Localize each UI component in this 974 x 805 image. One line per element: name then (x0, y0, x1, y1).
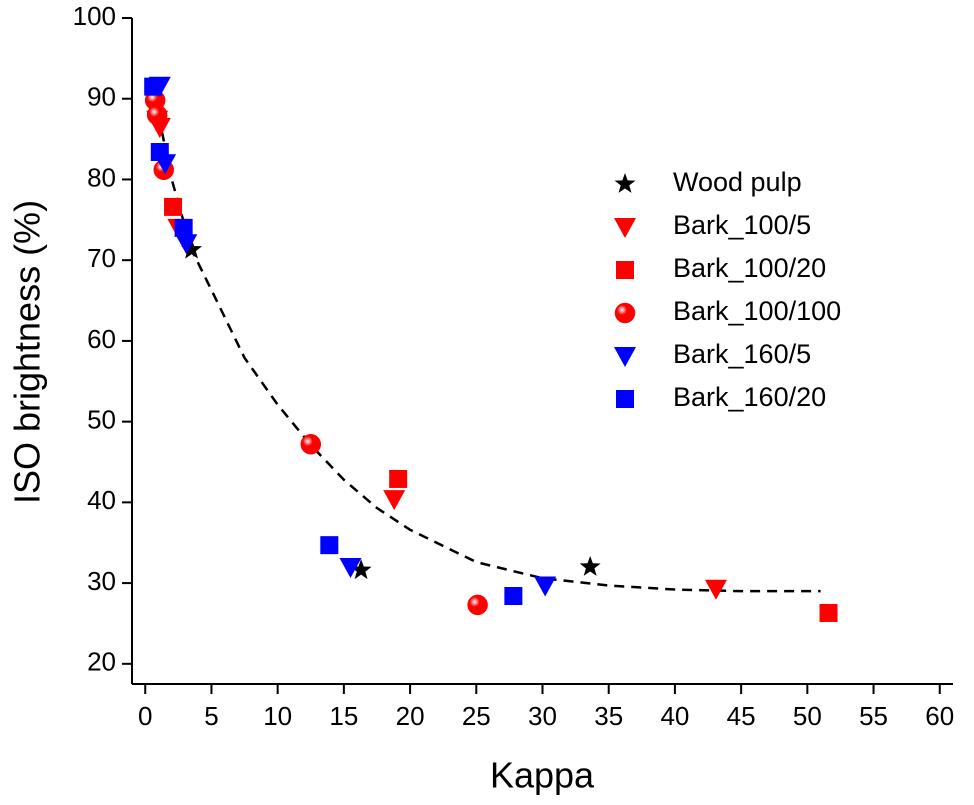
y-tick-label: 30 (87, 566, 116, 596)
x-tick-label: 30 (528, 701, 557, 731)
y-tick-label: 50 (87, 405, 116, 435)
x-tick-label: 45 (727, 701, 756, 731)
x-tick-label: 25 (462, 701, 491, 731)
star-marker (350, 559, 372, 580)
square-marker (819, 603, 838, 622)
fit-curve (157, 114, 821, 593)
legend-marker (616, 390, 634, 408)
square-marker (389, 469, 408, 488)
x-tick-label: 0 (138, 701, 152, 731)
triangle-marker (534, 576, 557, 597)
x-tick-label: 35 (594, 701, 623, 731)
legend-marker (614, 347, 636, 367)
legend-label: Bark_100/20 (673, 253, 826, 283)
x-tick-label: 10 (263, 701, 292, 731)
x-tick-label: 15 (329, 701, 358, 731)
sphere-marker (300, 433, 322, 455)
triangle-marker (704, 579, 727, 600)
square-marker (320, 536, 339, 555)
x-tick-label: 60 (925, 701, 954, 731)
star-marker (579, 555, 601, 576)
legend-label: Bark_160/5 (673, 339, 811, 369)
sphere-marker (467, 594, 488, 616)
sphere-marker (146, 104, 168, 126)
star-marker (181, 238, 203, 259)
triangle-marker (339, 557, 362, 578)
legend-label: Bark_100/100 (673, 296, 841, 326)
x-tick-label: 5 (204, 701, 218, 731)
y-tick-label: 70 (87, 243, 116, 273)
x-tick-label: 40 (660, 701, 689, 731)
y-axis-title: ISO brightness (%) (7, 200, 48, 504)
x-axis-title: Kappa (490, 755, 595, 796)
legend-marker (614, 302, 636, 324)
legend-marker (614, 218, 636, 238)
square-marker (164, 197, 183, 216)
legend-marker (616, 261, 634, 279)
y-tick-label: 20 (87, 647, 116, 677)
triangle-marker (175, 234, 198, 255)
y-tick-label: 90 (87, 82, 116, 112)
legend-label: Bark_160/20 (673, 382, 826, 412)
x-tick-label: 50 (793, 701, 822, 731)
square-marker (174, 218, 193, 237)
legend-label: Wood pulp (673, 167, 802, 197)
legend-marker (614, 173, 636, 193)
square-marker (150, 143, 169, 162)
x-tick-label: 55 (859, 701, 888, 731)
legend-label: Bark_100/5 (673, 210, 811, 240)
square-marker (144, 77, 163, 96)
y-tick-label: 40 (87, 485, 116, 515)
triangle-marker (383, 490, 406, 511)
x-tick-label: 20 (396, 701, 425, 731)
y-tick-label: 100 (73, 1, 116, 31)
y-tick-label: 80 (87, 162, 116, 192)
square-marker (504, 587, 523, 606)
y-tick-label: 60 (87, 324, 116, 354)
